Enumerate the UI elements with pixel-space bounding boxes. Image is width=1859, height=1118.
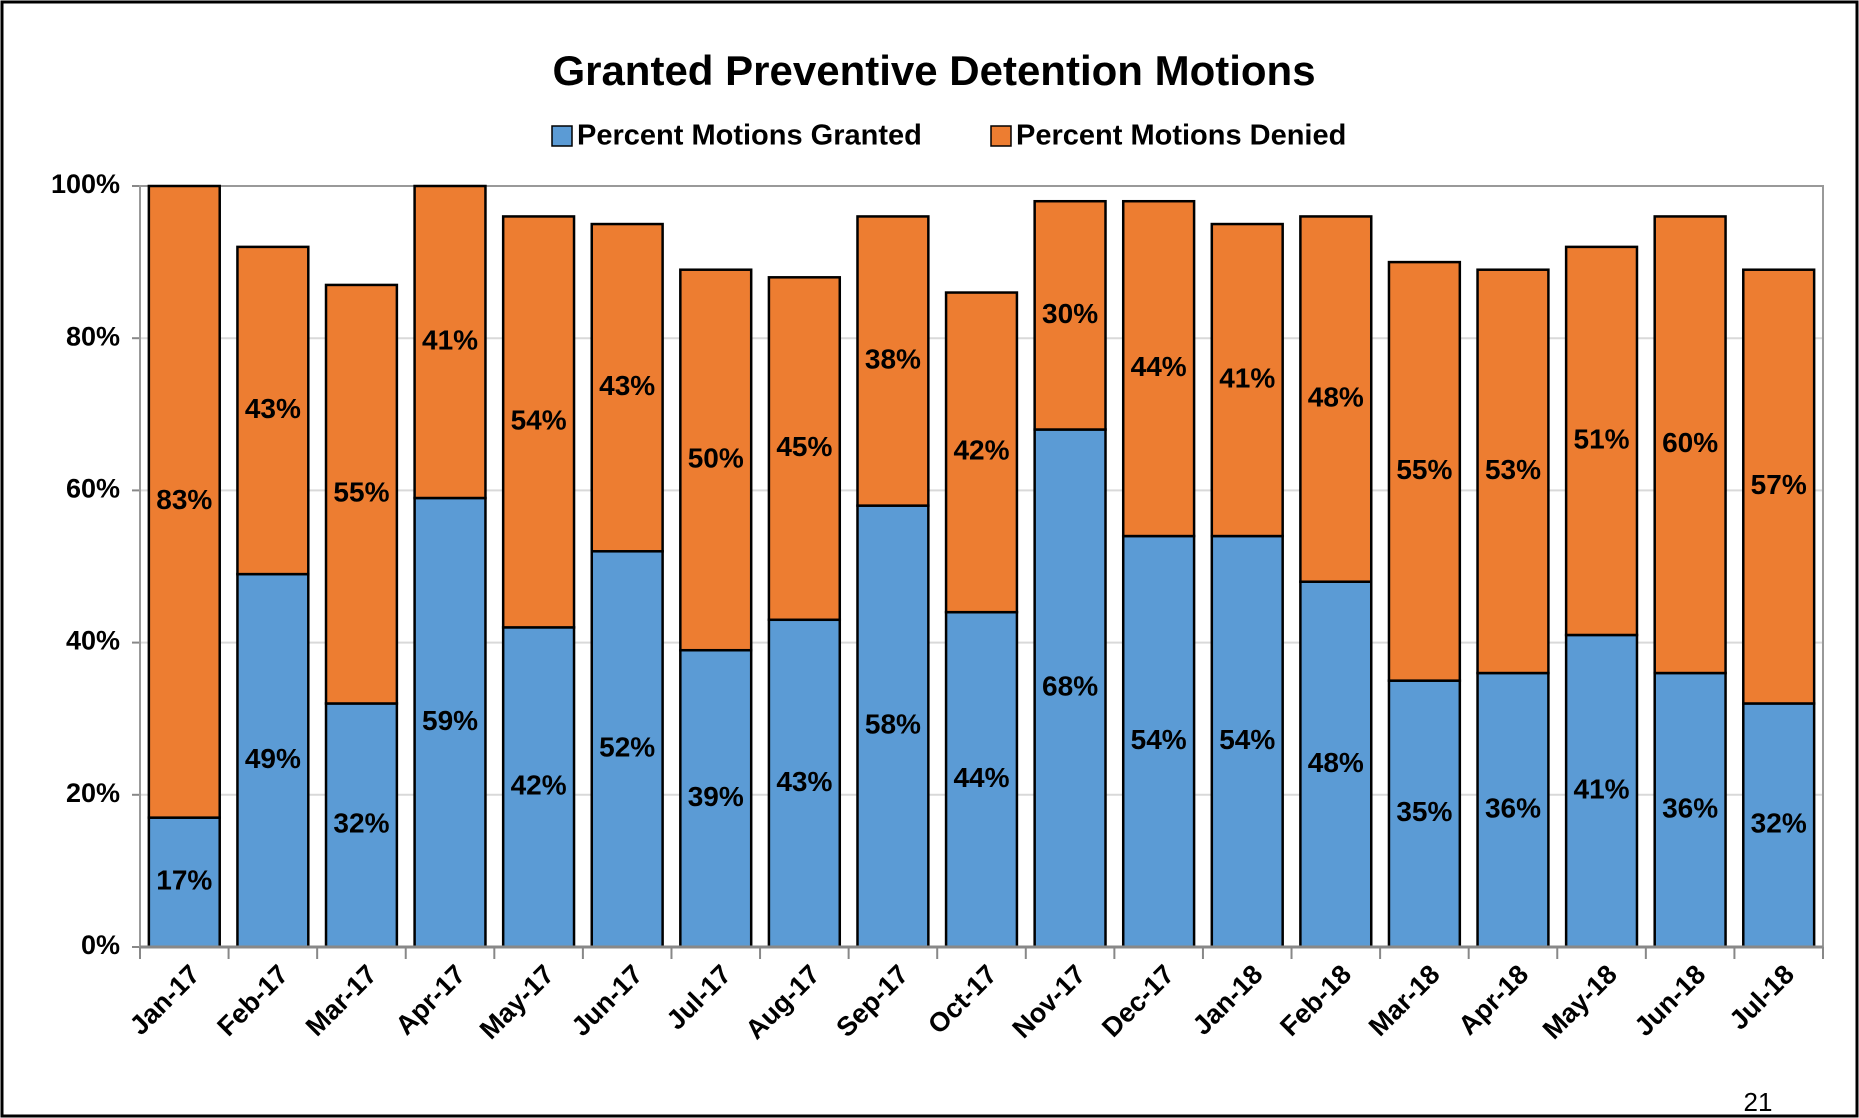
bar-segment bbox=[767, 618, 842, 949]
data-label: 32% bbox=[333, 808, 389, 839]
bar-segment bbox=[324, 283, 399, 705]
data-label: 44% bbox=[953, 762, 1009, 793]
y-tick-label: 0% bbox=[81, 930, 120, 960]
bar-segment bbox=[944, 291, 1019, 614]
y-tick-label: 40% bbox=[66, 626, 120, 656]
data-label: 54% bbox=[511, 404, 567, 435]
bar-segment bbox=[1564, 633, 1639, 949]
bar-segment bbox=[1210, 222, 1284, 538]
legend-label: Percent Motions Granted bbox=[577, 120, 922, 152]
legend-swatch bbox=[551, 125, 573, 147]
y-tick-label: 20% bbox=[66, 778, 120, 808]
data-label: 55% bbox=[333, 477, 389, 508]
data-label: 41% bbox=[1219, 362, 1275, 393]
bar-segment bbox=[413, 184, 487, 500]
data-label: 41% bbox=[1574, 773, 1630, 804]
data-label: 43% bbox=[245, 393, 301, 424]
bar-segment bbox=[590, 222, 664, 553]
data-label: 17% bbox=[156, 865, 212, 896]
bar-segment bbox=[413, 496, 487, 949]
y-tick-label: 60% bbox=[66, 474, 120, 504]
bar-segment bbox=[1387, 679, 1462, 949]
data-label: 43% bbox=[776, 766, 832, 797]
y-tick-label: 100% bbox=[51, 169, 120, 199]
bar-segment bbox=[1210, 534, 1284, 949]
bar-segment bbox=[1387, 260, 1462, 682]
data-label: 49% bbox=[245, 743, 301, 774]
data-label: 51% bbox=[1574, 423, 1630, 454]
data-label: 35% bbox=[1396, 796, 1452, 827]
bar-segment bbox=[856, 504, 930, 949]
bar-segment bbox=[1653, 215, 1727, 675]
data-label: 60% bbox=[1662, 427, 1718, 458]
bar-segment bbox=[1742, 268, 1816, 705]
data-label: 55% bbox=[1396, 454, 1452, 485]
data-label: 57% bbox=[1751, 469, 1807, 500]
bar-segment bbox=[236, 245, 310, 576]
data-label: 39% bbox=[688, 781, 744, 812]
data-label: 30% bbox=[1042, 298, 1098, 329]
bar-segment bbox=[1299, 215, 1373, 583]
data-label: 36% bbox=[1485, 792, 1541, 823]
data-label: 48% bbox=[1308, 747, 1364, 778]
legend-swatch bbox=[990, 125, 1012, 147]
data-label: 54% bbox=[1131, 724, 1187, 755]
data-label: 38% bbox=[865, 343, 921, 374]
bar-segment bbox=[1299, 580, 1373, 949]
chart-title: Granted Preventive Detention Motions bbox=[552, 47, 1315, 94]
data-label: 52% bbox=[599, 732, 655, 763]
data-label: 68% bbox=[1042, 671, 1098, 702]
bar-segment bbox=[679, 268, 753, 652]
data-label: 48% bbox=[1308, 381, 1364, 412]
data-label: 45% bbox=[776, 431, 832, 462]
data-label: 42% bbox=[511, 770, 567, 801]
bar-segment bbox=[501, 215, 576, 629]
y-tick-label: 80% bbox=[66, 321, 120, 351]
bar-segment bbox=[1476, 671, 1550, 949]
bar-segment bbox=[1033, 199, 1107, 431]
data-label: 50% bbox=[688, 442, 744, 473]
bar-segment bbox=[147, 184, 221, 819]
data-label: 53% bbox=[1485, 454, 1541, 485]
bar-segment bbox=[679, 648, 753, 949]
data-label: 58% bbox=[865, 709, 921, 740]
bar-segment bbox=[1476, 268, 1550, 675]
data-label: 36% bbox=[1662, 792, 1718, 823]
data-label: 41% bbox=[422, 324, 478, 355]
data-label: 32% bbox=[1751, 808, 1807, 839]
bar-segment bbox=[1121, 534, 1196, 949]
bar-segment bbox=[767, 276, 842, 622]
data-label: 44% bbox=[1131, 351, 1187, 382]
data-label: 54% bbox=[1219, 724, 1275, 755]
data-label: 83% bbox=[156, 484, 212, 515]
bar-segment bbox=[1564, 245, 1639, 637]
data-label: 42% bbox=[953, 435, 1009, 466]
legend-label: Percent Motions Denied bbox=[1016, 120, 1346, 152]
page-number: 21 bbox=[1744, 1087, 1773, 1117]
bar-segment bbox=[856, 215, 930, 507]
bar-segment bbox=[944, 610, 1019, 949]
data-label: 43% bbox=[599, 370, 655, 401]
data-label: 59% bbox=[422, 705, 478, 736]
bar-segment bbox=[1121, 199, 1196, 538]
